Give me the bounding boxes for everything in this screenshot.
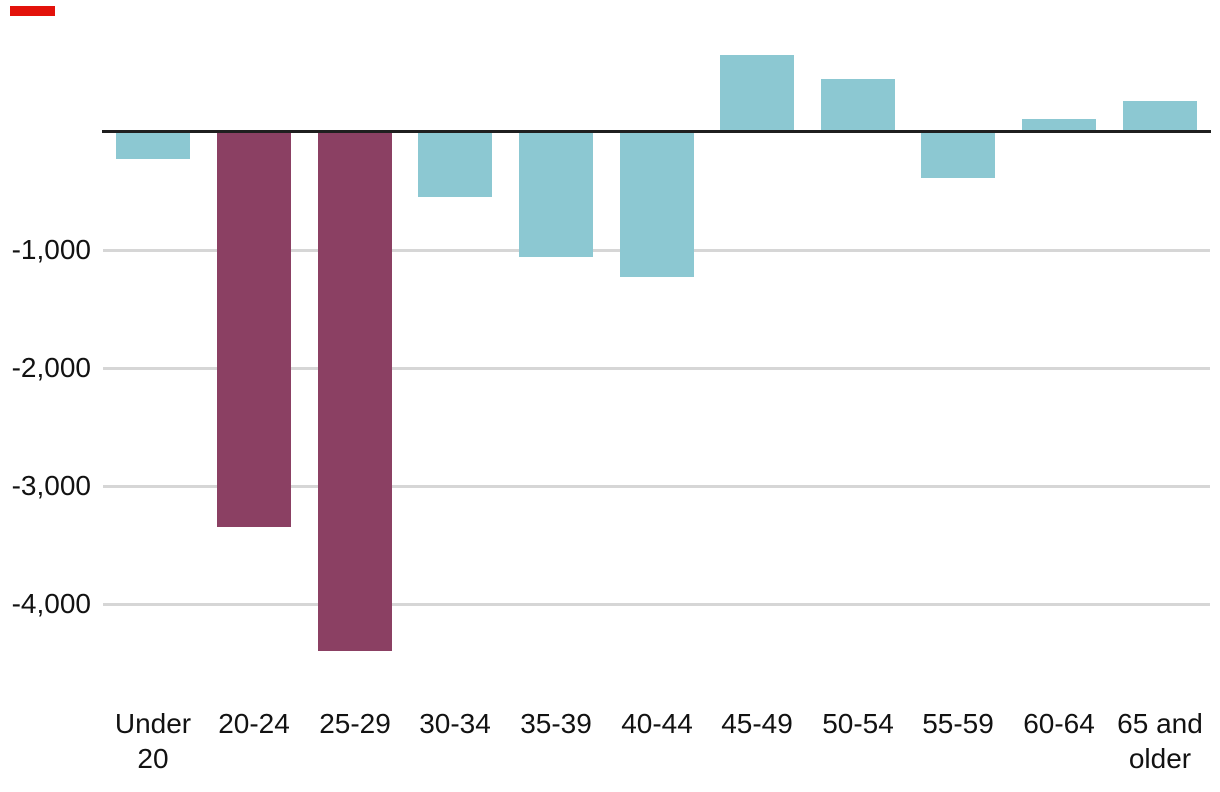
bar-30-34 (418, 132, 492, 197)
y-axis-tick-label: -4,000 (11, 588, 91, 619)
gridline-2000 (103, 367, 1210, 370)
bar-35-39 (519, 132, 593, 257)
economist-red-tab-icon (10, 6, 55, 16)
x-axis-tick-label-50-54: 50-54 (822, 708, 894, 739)
y-axis-tick-label: -3,000 (11, 470, 91, 501)
gridline-3000 (103, 485, 1210, 488)
x-axis-tick-label-40-44: 40-44 (621, 708, 693, 739)
x-axis-tick-label-30-34: 30-34 (419, 708, 491, 739)
bar-20-24 (217, 132, 291, 527)
gridline-4000 (103, 603, 1210, 606)
zero-baseline (102, 130, 1211, 133)
y-axis-tick-label: -1,000 (11, 234, 91, 265)
bar-50-54 (821, 79, 895, 132)
bar-65-and-older (1123, 101, 1197, 132)
bar-under-20 (116, 132, 190, 159)
x-axis-tick-label-25-29: 25-29 (319, 708, 391, 739)
bar-55-59 (921, 132, 995, 178)
x-axis-tick-label-under-20: Under 20 (114, 708, 192, 774)
x-axis-tick-label-55-59: 55-59 (922, 708, 994, 739)
x-axis-tick-label-60-64: 60-64 (1023, 708, 1095, 739)
bar-45-49 (720, 55, 794, 132)
x-axis-tick-label-20-24: 20-24 (218, 708, 290, 739)
bar-25-29 (318, 132, 392, 651)
bar-60-64 (1022, 119, 1096, 132)
x-axis-tick-label-65-and-older: 65 and older (1117, 708, 1203, 774)
x-axis-tick-label-35-39: 35-39 (520, 708, 592, 739)
bar-40-44 (620, 132, 694, 277)
x-axis-tick-label-45-49: 45-49 (721, 708, 793, 739)
y-axis-tick-label: -2,000 (11, 352, 91, 383)
